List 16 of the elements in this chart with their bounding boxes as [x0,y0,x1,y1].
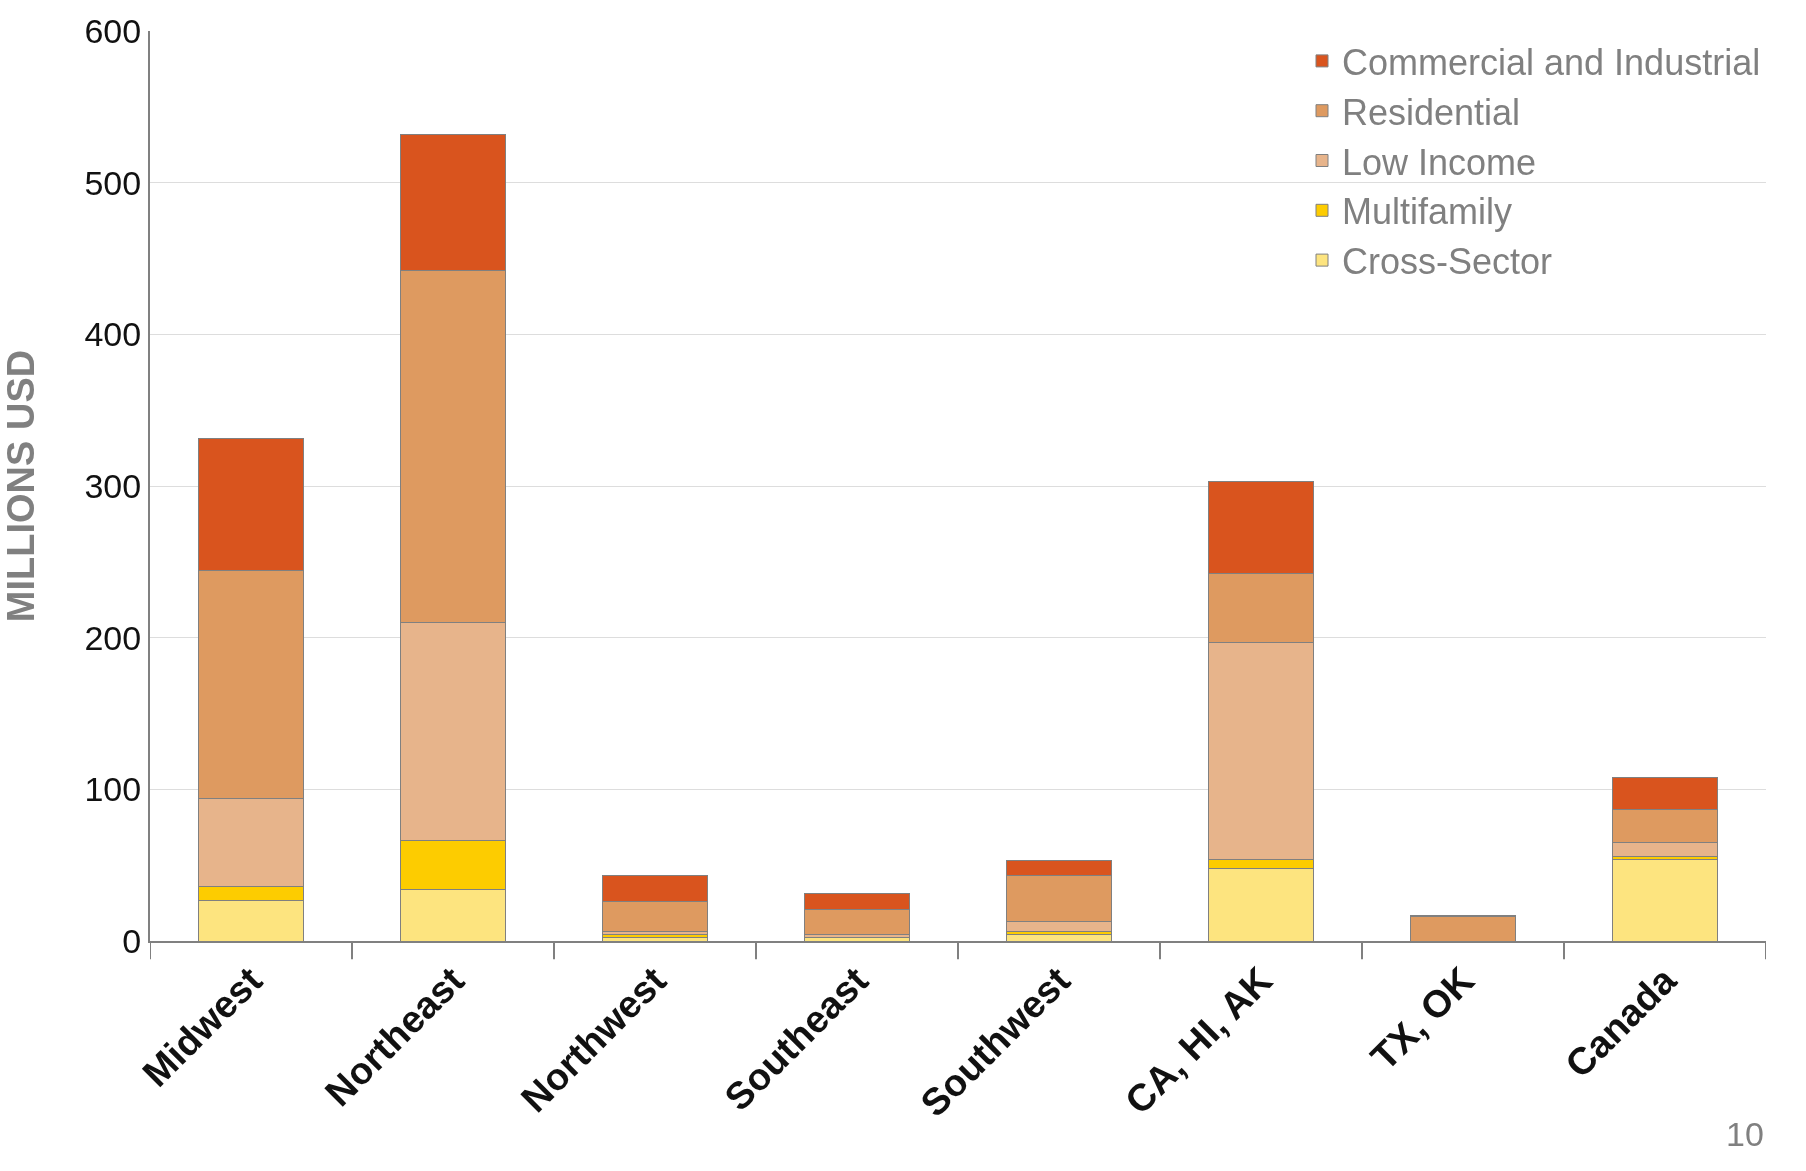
legend-label: Residential [1342,91,1521,133]
x-tick-label: TX, OK [1362,958,1483,1079]
y-tick-label: 600 [84,11,142,50]
y-tick-label: 400 [84,315,142,354]
y-tick-label: 100 [84,770,142,809]
y-tick-label: 300 [84,466,142,505]
legend-label: Cross-Sector [1342,241,1553,283]
y-tick-label: 0 [122,921,142,960]
x-tick-label: CA, HI, AK [1117,958,1281,1123]
y-tick-label: 200 [84,618,142,657]
y-axis-title: MILLIONS USD [0,349,42,623]
y-tick-label: 500 [84,163,142,202]
legend-label: Multifamily [1342,191,1513,233]
legend-label: Low Income [1342,141,1537,183]
text: 10 [1726,1115,1764,1153]
legend-label: Commercial and Industrial [1342,41,1761,83]
